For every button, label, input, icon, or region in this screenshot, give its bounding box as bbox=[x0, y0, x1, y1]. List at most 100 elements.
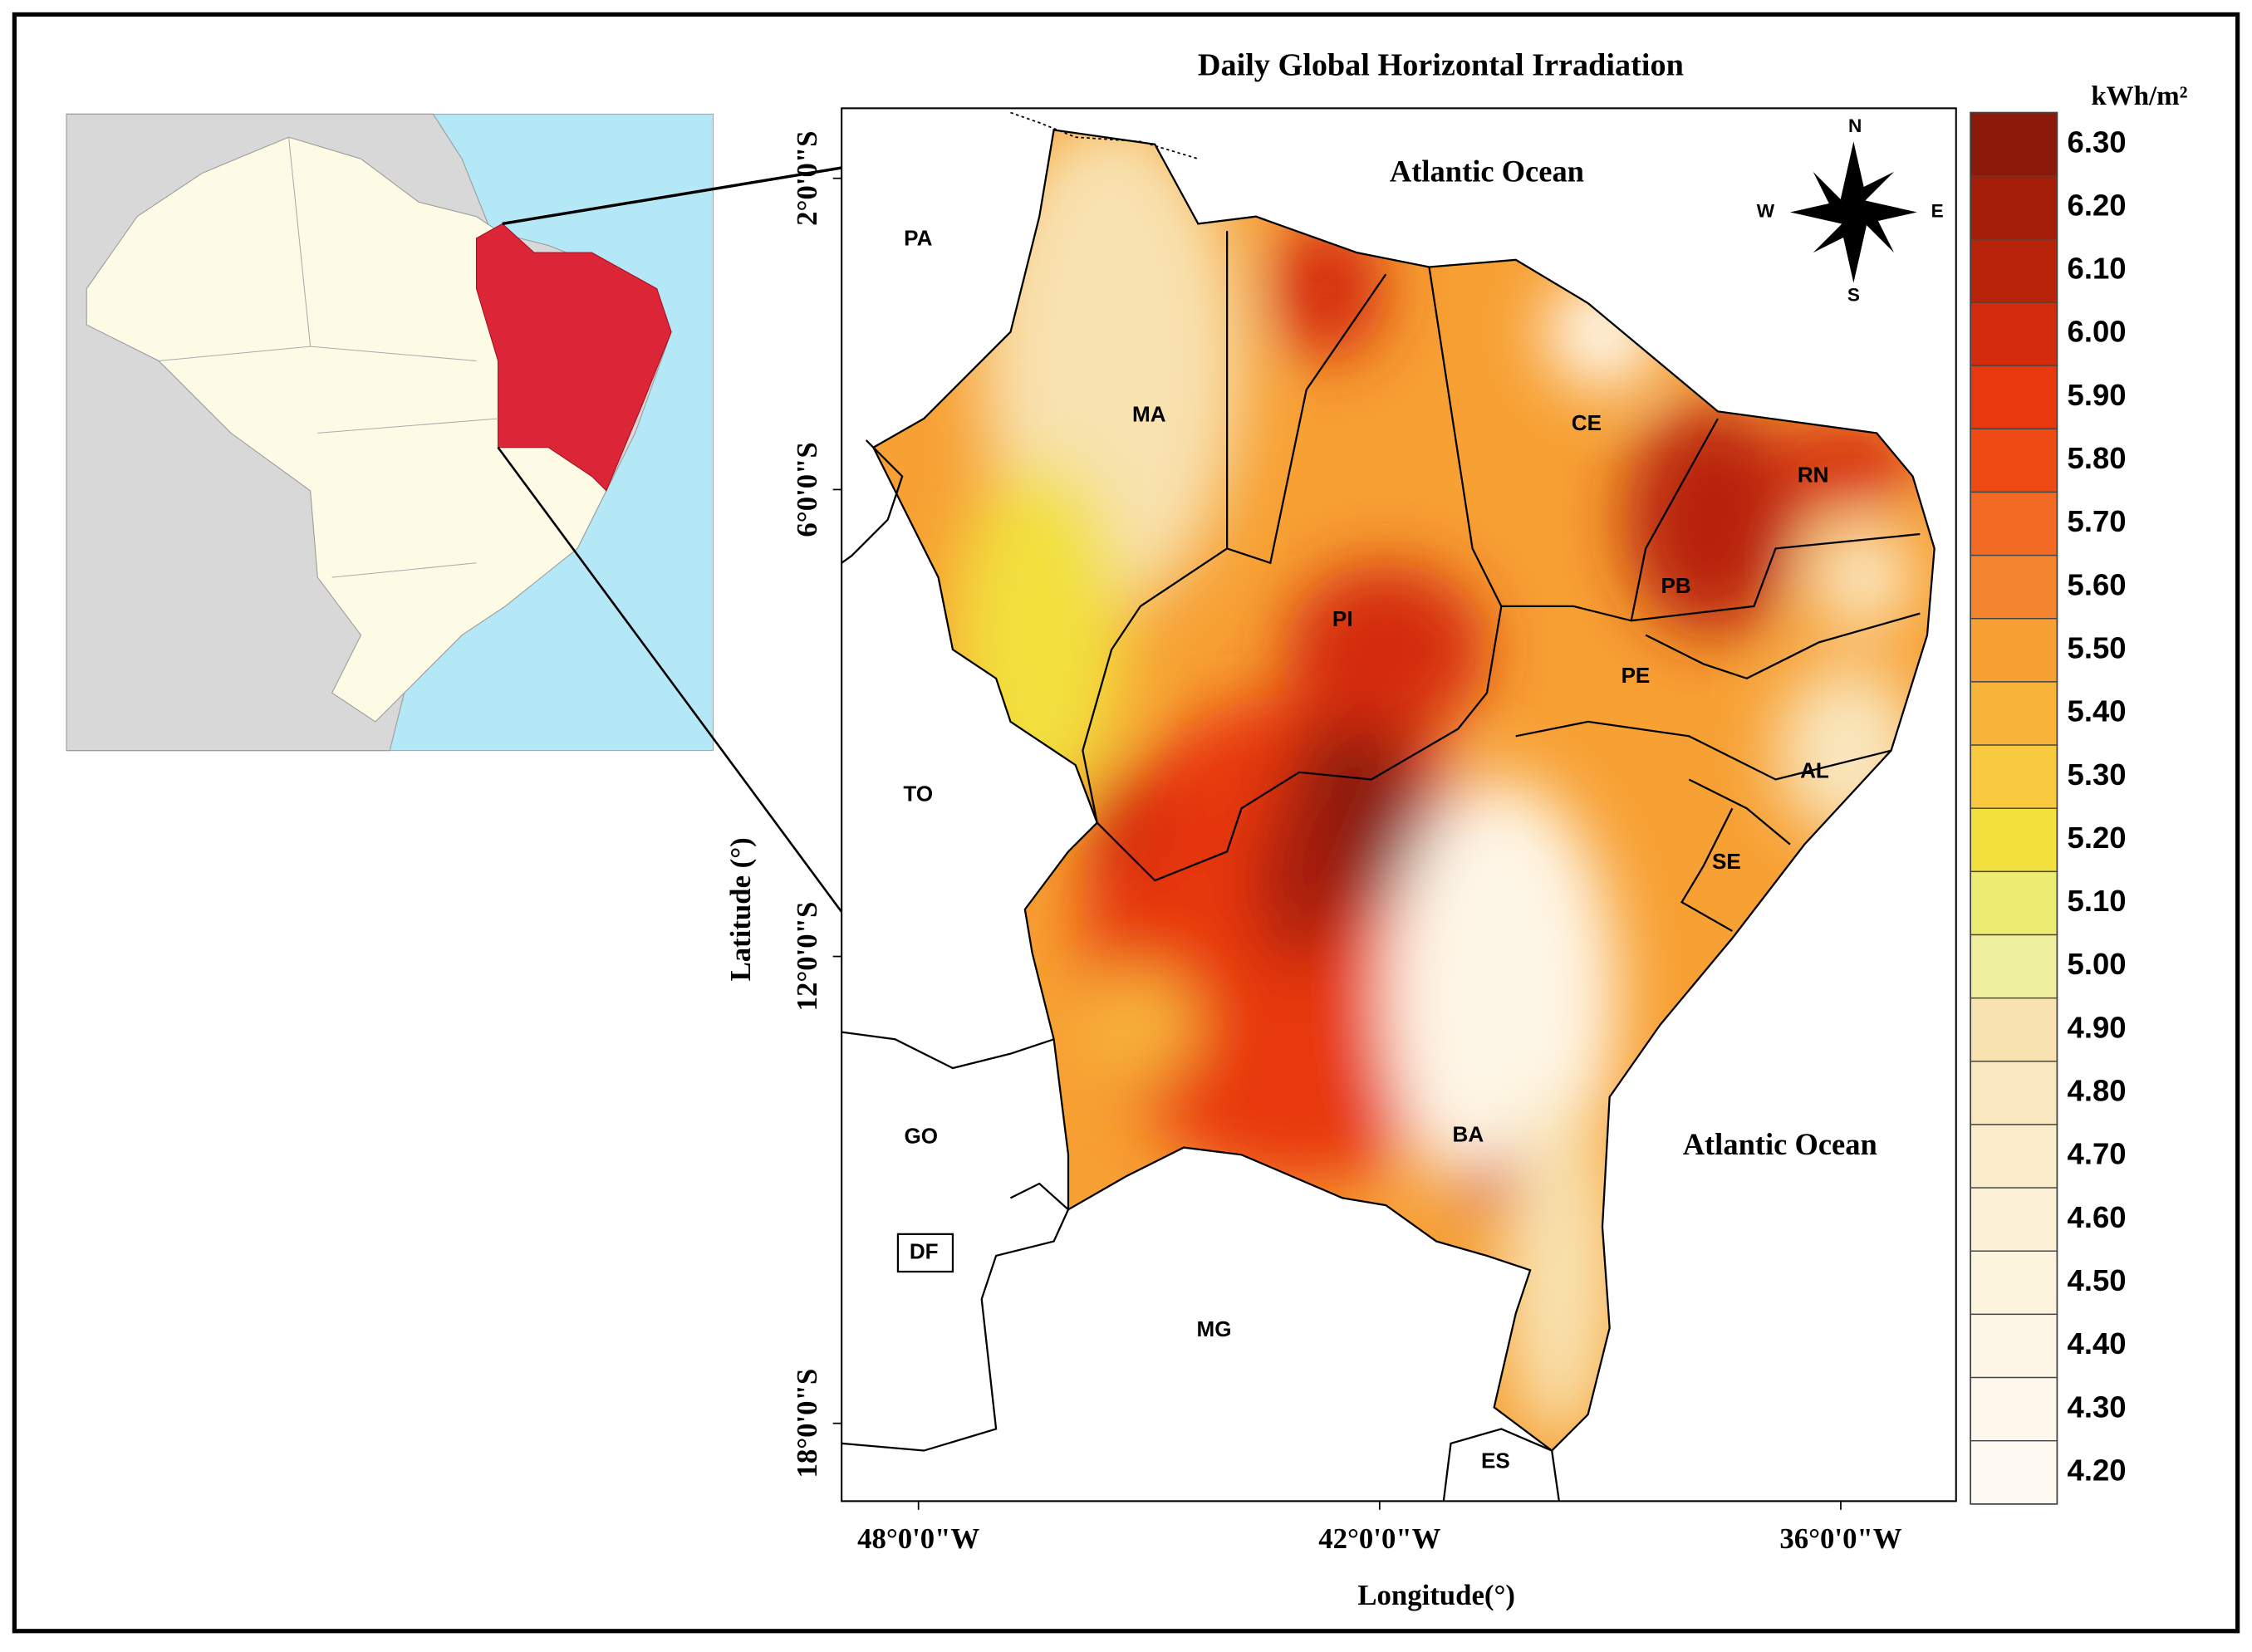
colorbar-swatch bbox=[1970, 870, 2058, 936]
y-tick-label: 12°0'0"S bbox=[791, 902, 823, 1012]
compass-label: S bbox=[1847, 284, 1860, 305]
state-label: TO bbox=[903, 781, 933, 806]
colorbar-swatch bbox=[1970, 681, 2058, 746]
map-shape bbox=[952, 130, 1921, 1444]
title: Daily Global Horizontal Irradiation bbox=[1198, 47, 1684, 82]
main-map bbox=[841, 107, 1957, 1502]
map-shape bbox=[159, 137, 498, 578]
map-shape bbox=[896, 1233, 954, 1273]
colorbar-label: 5.00 bbox=[2068, 947, 2127, 981]
colorbar-swatch bbox=[1970, 1250, 2058, 1316]
map-shape bbox=[1501, 1096, 1617, 1444]
colorbar-label: 5.40 bbox=[2068, 694, 2127, 728]
x-axis-label: Longitude(°) bbox=[1357, 1579, 1515, 1611]
map-shape bbox=[1255, 793, 1343, 968]
colorbar-label: 5.70 bbox=[2068, 504, 2127, 538]
state-label: DF bbox=[910, 1238, 939, 1263]
state-label: SE bbox=[1712, 849, 1741, 874]
ocean-label: Atlantic Ocean bbox=[1390, 154, 1584, 189]
map-shape bbox=[1458, 1154, 1516, 1213]
colorbar-label: 5.60 bbox=[2068, 567, 2127, 601]
x-tick-label: 42°0'0"W bbox=[1318, 1522, 1440, 1555]
map-shape bbox=[1811, 527, 1913, 628]
colorbar-label: 5.10 bbox=[2068, 884, 2127, 918]
colorbar-swatch bbox=[1970, 1439, 2058, 1505]
colorbar-swatch bbox=[1970, 365, 2058, 430]
colorbar-swatch bbox=[1970, 111, 2058, 177]
map-shape bbox=[1010, 111, 1199, 160]
colorbar-label: 6.00 bbox=[2068, 315, 2127, 349]
colorbar-swatch bbox=[1970, 554, 2058, 620]
colorbar-swatch bbox=[1970, 491, 2058, 556]
colorbar-swatch bbox=[1970, 1376, 2058, 1442]
compass-label: N bbox=[1848, 115, 1862, 136]
state-label: BA bbox=[1453, 1122, 1484, 1147]
colorbar-label: 4.20 bbox=[2068, 1453, 2127, 1487]
colorbar-label: 5.20 bbox=[2068, 821, 2127, 855]
colorbar-swatch bbox=[1970, 301, 2058, 366]
colorbar-unit: kWh/m² bbox=[2091, 81, 2187, 111]
colorbar-swatch bbox=[1970, 238, 2058, 303]
state-label: PB bbox=[1661, 573, 1691, 598]
colorbar-label: 4.30 bbox=[2068, 1390, 2127, 1424]
ocean-label: Atlantic Ocean bbox=[1683, 1127, 1877, 1161]
state-label: MA bbox=[1132, 401, 1166, 426]
colorbar-label: 4.90 bbox=[2068, 1010, 2127, 1044]
colorbar-swatch bbox=[1970, 1124, 2058, 1189]
state-label: MG bbox=[1197, 1316, 1232, 1341]
map-shape bbox=[66, 113, 714, 752]
map-shape bbox=[1082, 772, 1170, 888]
y-tick-label: 2°0'0"S bbox=[791, 131, 823, 226]
colorbar-swatch bbox=[1970, 934, 2058, 999]
state-label: CE bbox=[1572, 410, 1602, 435]
map-shape bbox=[475, 223, 672, 492]
y-axis-label: Latitude (°) bbox=[724, 837, 757, 981]
map-shape bbox=[871, 129, 1936, 1453]
colorbar-swatch bbox=[1970, 1187, 2058, 1252]
colorbar-label: 5.90 bbox=[2068, 378, 2127, 412]
colorbar-swatch bbox=[1970, 1061, 2058, 1125]
map-shape bbox=[1284, 562, 1487, 737]
y-tick-label: 6°0'0"S bbox=[791, 442, 823, 537]
colorbar-label: 4.50 bbox=[2068, 1263, 2127, 1297]
x-tick-label: 36°0'0"W bbox=[1779, 1522, 1901, 1555]
state-label: ES bbox=[1481, 1448, 1510, 1473]
state-label: GO bbox=[904, 1123, 938, 1148]
state-label: PI bbox=[1332, 606, 1353, 631]
colorbar-label: 4.70 bbox=[2068, 1137, 2127, 1171]
colorbar-label: 5.30 bbox=[2068, 757, 2127, 792]
colorbar-swatch bbox=[1970, 175, 2058, 240]
x-tick-label: 48°0'0"W bbox=[857, 1522, 979, 1555]
colorbar-label: 6.30 bbox=[2068, 125, 2127, 159]
compass-label: W bbox=[1757, 200, 1775, 221]
y-tick-label: 18°0'0"S bbox=[791, 1369, 823, 1478]
state-label: PA bbox=[904, 225, 932, 250]
colorbar-label: 5.50 bbox=[2068, 630, 2127, 664]
colorbar-swatch bbox=[1970, 618, 2058, 683]
state-labels: PA MA CE RN PB PI PE TO AL SE GO BA DF MG ES bbox=[903, 225, 1828, 1473]
colorbar-swatch bbox=[1970, 428, 2058, 493]
colorbar-frame bbox=[1970, 111, 2058, 1505]
colorbar-label: 4.40 bbox=[2068, 1326, 2127, 1360]
colorbar-swatch bbox=[1970, 997, 2058, 1062]
colorbar-swatch bbox=[1970, 744, 2058, 809]
map-shape bbox=[1853, 171, 1895, 213]
colorbar-label: 6.20 bbox=[2068, 188, 2127, 222]
colorbar-label: 4.60 bbox=[2068, 1200, 2127, 1234]
map-shape bbox=[1624, 404, 1798, 635]
state-label: AL bbox=[1800, 758, 1829, 783]
colorbar: kWh/m² 6.30 6.20 6.10 6.00 5.90 5.80 5.70 5.60 5… bbox=[1970, 81, 2188, 1505]
map-shape bbox=[1082, 231, 1921, 932]
map-shape bbox=[841, 439, 1560, 1502]
colorbar-swatch bbox=[1970, 807, 2058, 873]
colorbar-swatch bbox=[1970, 1313, 2058, 1379]
colorbar-label: 6.10 bbox=[2068, 252, 2127, 286]
map-shape bbox=[1082, 967, 1199, 1083]
axis-ticks: 48°0'0"W 42°0'0"W 36°0'0"W 2°0'0"S 6°0'0"S 12… bbox=[791, 131, 1902, 1555]
colorbar-label: 5.80 bbox=[2068, 441, 2127, 475]
state-label: PE bbox=[1622, 663, 1651, 688]
inset-map bbox=[66, 113, 714, 752]
compass-label: E bbox=[1931, 200, 1944, 221]
